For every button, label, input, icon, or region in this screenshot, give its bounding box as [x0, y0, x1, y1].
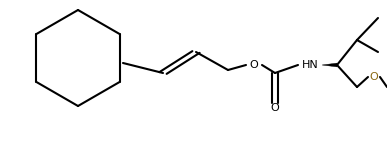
Text: HN: HN: [301, 60, 319, 70]
Text: O: O: [250, 60, 259, 70]
Text: O: O: [370, 72, 378, 82]
Polygon shape: [322, 63, 337, 67]
Text: O: O: [271, 103, 279, 113]
